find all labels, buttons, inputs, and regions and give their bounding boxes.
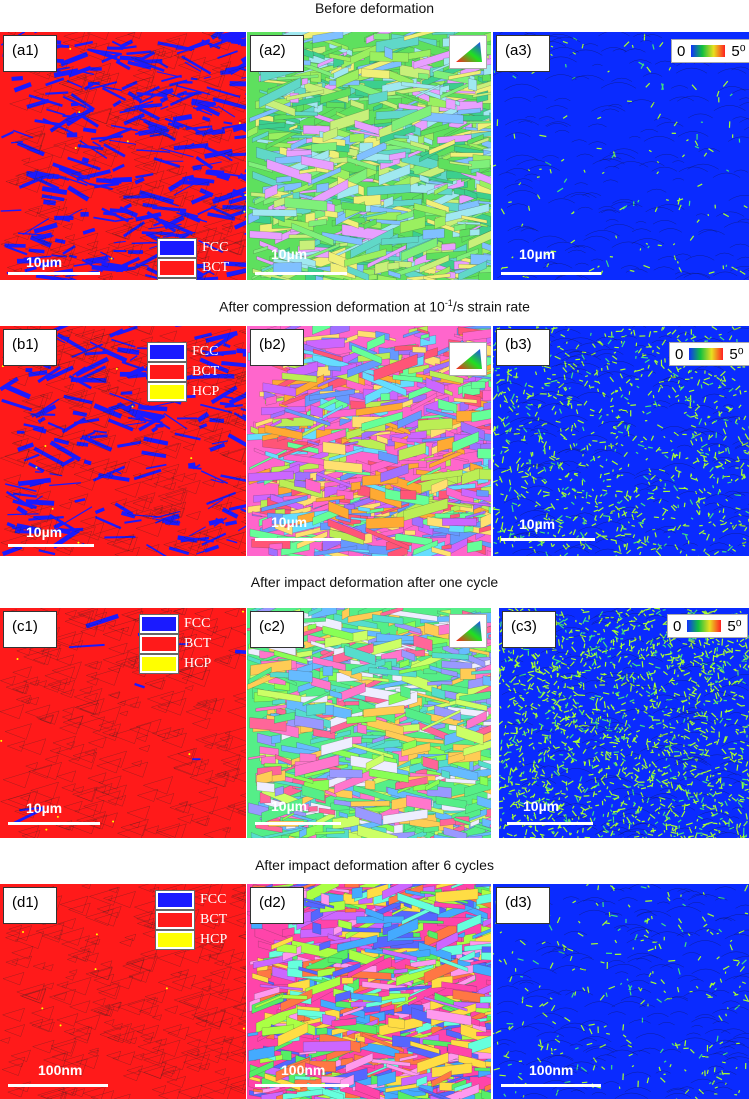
microstructure-texture <box>247 32 491 280</box>
scale-bar <box>255 538 341 541</box>
legend-item-fcc: FCC <box>140 614 226 634</box>
scale-bar <box>255 822 341 825</box>
scale-bar <box>255 1084 349 1087</box>
legend-item-hcp: HCP <box>148 382 234 402</box>
row-title-c: After impact deformation after one cycle <box>250 574 499 590</box>
legend-item-bct: BCT <box>140 634 226 654</box>
scale-bar <box>255 272 347 275</box>
legend-item-hcp: HCP <box>140 654 226 674</box>
phase-legend: FCC BCT HCP <box>156 890 242 950</box>
legend-swatch <box>158 239 196 257</box>
scale-bar <box>501 272 601 275</box>
phase-map-panel: (d1) FCC BCT HCP 100nm <box>0 884 246 1099</box>
kam-gradient-bar <box>687 620 722 632</box>
scale-label: 10µm <box>271 246 308 262</box>
kam-color-scale: 0 5⁰ <box>671 39 749 63</box>
kam-map-panel: (c3) 0 5⁰ 10µm <box>499 608 749 838</box>
legend-swatch <box>148 363 186 381</box>
scale-label: 10µm <box>26 524 63 540</box>
panel-label: (b2) <box>250 329 304 366</box>
legend-swatch <box>158 259 196 277</box>
microstructure-texture <box>0 32 246 280</box>
ipf-triangle-icon <box>449 614 487 648</box>
legend-swatch <box>148 343 186 361</box>
legend-swatch <box>156 891 194 909</box>
kam-gradient-bar <box>689 348 724 360</box>
scale-label: 10µm <box>519 516 556 532</box>
legend-item-fcc: FCC <box>156 890 242 910</box>
scale-bar <box>501 538 595 541</box>
kam-color-scale: 0 5⁰ <box>669 342 749 366</box>
kam-color-scale: 0 5⁰ <box>667 614 748 638</box>
legend-swatch <box>140 635 178 653</box>
legend-item-fcc: FCC <box>148 342 234 362</box>
microstructure-texture <box>493 32 749 280</box>
scale-label: 100nm <box>529 1062 574 1078</box>
ipf-triangle-icon <box>449 35 487 69</box>
kam-map-panel: (a3) 0 5⁰ 10µm <box>493 32 749 280</box>
panel-label: (c2) <box>250 611 304 648</box>
panel-label: (a2) <box>250 35 304 72</box>
legend-swatch <box>156 911 194 929</box>
kam-map-panel: (b3) 0 5⁰ 10µm <box>493 326 749 556</box>
scale-bar <box>8 1084 108 1087</box>
panel-label: (d2) <box>250 887 304 924</box>
phase-map-panel: (b1) FCC BCT HCP 10µm <box>0 326 246 556</box>
scale-label: 100nm <box>38 1062 83 1078</box>
legend-swatch <box>140 655 178 673</box>
phase-legend: FCC BCT HCP <box>148 342 234 402</box>
scale-bar <box>507 822 593 825</box>
microstructure-texture <box>493 884 749 1099</box>
scale-label: 10µm <box>271 798 308 814</box>
ipf-map-panel: (b2) 10µm <box>247 326 491 556</box>
scale-bar <box>8 822 100 825</box>
row-title-d: After impact deformation after 6 cycles <box>255 857 494 873</box>
phase-legend: FCC BCT HCP <box>158 238 244 280</box>
scale-label: 10µm <box>271 514 308 530</box>
scale-label: 10µm <box>523 798 560 814</box>
legend-item-hcp: HCP <box>156 930 242 950</box>
kam-gradient-bar <box>691 45 726 57</box>
phase-map-panel: (c1) FCC BCT HCP 10µm <box>0 608 246 838</box>
ipf-map-panel: (d2) 100nm <box>247 884 491 1099</box>
legend-item-bct: BCT <box>148 362 234 382</box>
kam-map-panel: (d3) 100nm <box>493 884 749 1099</box>
legend-item-bct: BCT <box>156 910 242 930</box>
legend-item-fcc: FCC <box>158 238 244 258</box>
legend-item-bct: BCT <box>158 258 244 278</box>
scale-label: 100nm <box>281 1062 326 1078</box>
legend-item-hcp: HCP <box>158 278 244 280</box>
ipf-triangle-icon <box>449 342 487 376</box>
panel-label: (c1) <box>3 611 57 648</box>
panel-label: (d1) <box>3 887 57 924</box>
legend-swatch <box>140 615 178 633</box>
phase-map-panel: (a1) FCC BCT HCP 10µm <box>0 32 246 280</box>
ipf-map-panel: (a2) 10µm <box>247 32 491 280</box>
panel-label: (b1) <box>3 329 57 366</box>
legend-swatch <box>156 931 194 949</box>
phase-legend: FCC BCT HCP <box>140 614 226 674</box>
panel-label: (b3) <box>496 329 550 366</box>
scale-bar <box>501 1084 601 1087</box>
legend-swatch <box>148 383 186 401</box>
row-title-b: After compression deformation at 10-1/s … <box>219 298 530 315</box>
panel-label: (d3) <box>496 887 550 924</box>
ipf-map-panel: (c2) 10µm <box>247 608 491 838</box>
legend-swatch <box>158 279 196 280</box>
scale-bar <box>8 544 94 547</box>
panel-label: (a3) <box>496 35 550 72</box>
scale-label: 10µm <box>26 254 63 270</box>
panel-label: (a1) <box>3 35 57 72</box>
scale-label: 10µm <box>519 246 556 262</box>
panel-label: (c3) <box>502 611 556 648</box>
scale-bar <box>8 272 100 275</box>
row-title-a: Before deformation <box>314 0 435 16</box>
scale-label: 10µm <box>26 800 63 816</box>
